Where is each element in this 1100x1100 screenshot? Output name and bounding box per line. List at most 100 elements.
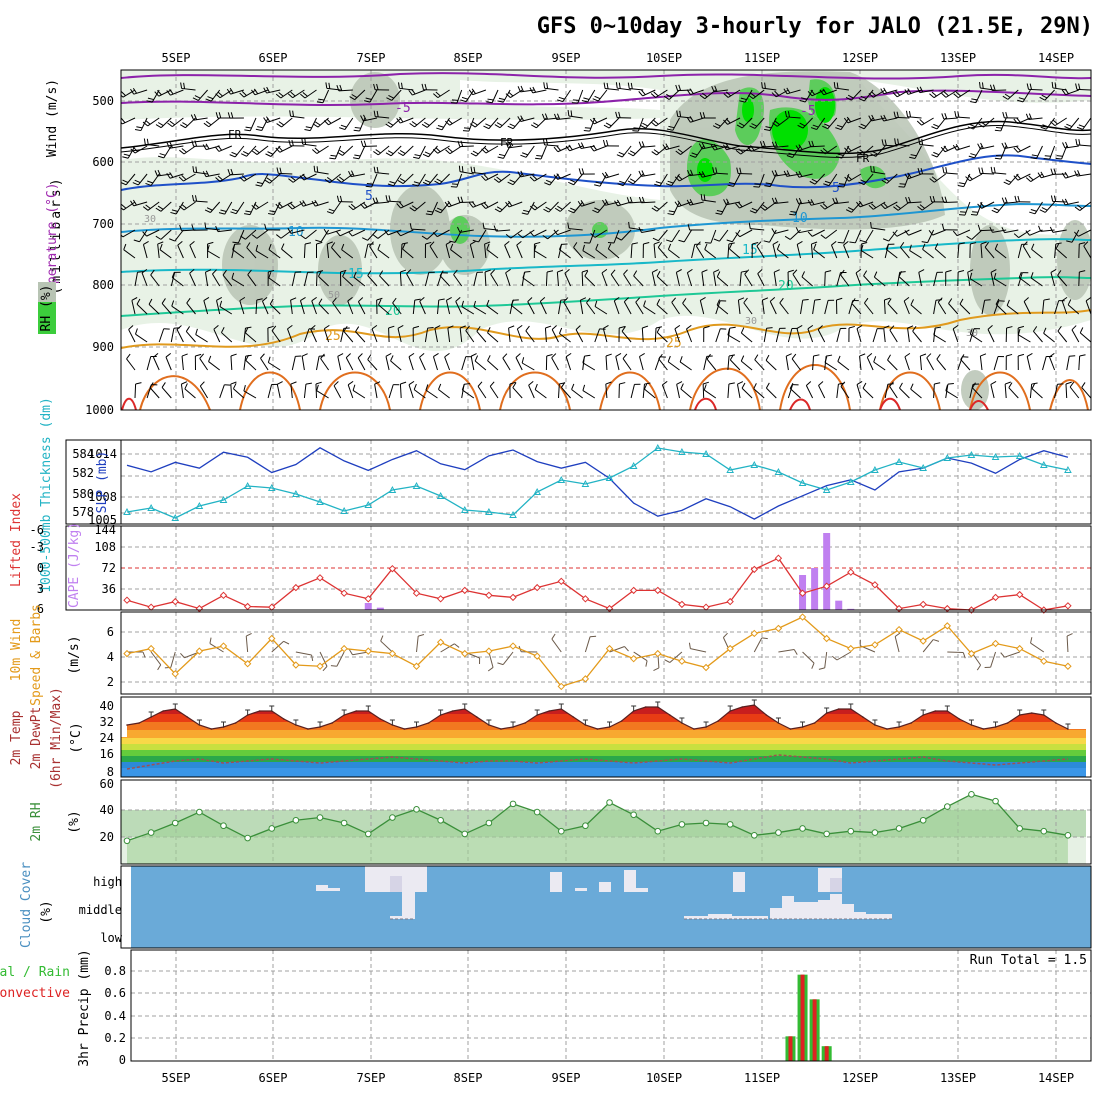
upper-wind-barb-flag bbox=[618, 111, 621, 118]
upper-wind-barb bbox=[456, 89, 463, 104]
thickness-point bbox=[605, 473, 614, 481]
upper-wind-barb-flag bbox=[704, 242, 711, 244]
upper-wind-barb-flag bbox=[741, 270, 748, 273]
upper-wind-barb-flag bbox=[458, 165, 461, 172]
upper-wind-barb bbox=[233, 388, 245, 399]
upper-wind-barb bbox=[851, 89, 862, 101]
upper-wind-barb-flag bbox=[601, 172, 607, 179]
upper-wind-barb-flag bbox=[774, 141, 778, 148]
upper-wind-barb-flag bbox=[1016, 146, 1021, 152]
upper-wind-barb bbox=[462, 389, 475, 399]
temperature-point bbox=[307, 728, 309, 730]
upper-wind-barb bbox=[1076, 144, 1091, 147]
upper-wind-barb-flag bbox=[301, 353, 308, 357]
upper-wind-barb-flag bbox=[690, 169, 694, 176]
upper-wind-barb bbox=[245, 229, 257, 240]
upper-wind-barb-flag bbox=[371, 324, 378, 330]
upper-wind-barb bbox=[505, 272, 511, 287]
upper-wind-barb-flag bbox=[810, 199, 815, 205]
upper-wind-barb-flag bbox=[1016, 117, 1021, 123]
upper-wind-barb-flag bbox=[880, 88, 885, 95]
upper-wind-barb bbox=[419, 357, 426, 371]
upper-wind-barb-flag bbox=[737, 381, 744, 385]
upper-wind-barb bbox=[813, 249, 826, 259]
upper-wind-barb bbox=[388, 327, 390, 343]
pressure-tick: 700 bbox=[92, 217, 114, 231]
upper-wind-barb bbox=[753, 388, 765, 399]
upper-wind-barb-flag bbox=[754, 354, 759, 360]
upper-wind-barb-flag bbox=[568, 209, 575, 214]
rh2m-point bbox=[678, 821, 686, 828]
upper-wind-barb-flag bbox=[385, 152, 392, 157]
upper-wind-barb-flag bbox=[473, 166, 476, 173]
thickness-line bbox=[126, 447, 1069, 519]
temperature-point bbox=[717, 720, 719, 722]
upper-wind-barb bbox=[1082, 117, 1091, 130]
upper-wind-barb-flag bbox=[525, 325, 530, 332]
upper-wind-barb bbox=[185, 331, 196, 343]
upper-wind-barb bbox=[243, 89, 257, 98]
upper-wind-barb-flag bbox=[941, 223, 945, 230]
upper-wind-barb bbox=[316, 145, 329, 154]
upper-wind-barb bbox=[142, 244, 148, 259]
upper-wind-barb-flag bbox=[820, 234, 826, 239]
upper-wind-barb-flag bbox=[289, 110, 292, 117]
upper-wind-barb-flag bbox=[667, 355, 671, 362]
upper-wind-barb-flag bbox=[675, 84, 679, 91]
upper-wind-barb bbox=[584, 275, 596, 287]
thickness-point bbox=[267, 483, 276, 491]
upper-wind-barb-flag bbox=[1017, 328, 1021, 335]
upper-wind-barb-flag bbox=[145, 119, 151, 125]
upper-wind-barb-flag bbox=[807, 90, 813, 97]
upper-wind-barb bbox=[1064, 201, 1079, 206]
upper-wind-barb-flag bbox=[471, 88, 476, 94]
thickness-tick: 578 bbox=[72, 505, 94, 519]
wind10m-speed-point bbox=[605, 644, 614, 653]
upper-wind-barb-flag bbox=[990, 381, 997, 385]
upper-wind-barb bbox=[847, 117, 862, 124]
upper-wind-barb-flag bbox=[995, 154, 1003, 157]
upper-frame bbox=[120, 69, 1092, 411]
upper-wind-barb-flag bbox=[571, 383, 575, 390]
slp-frame bbox=[65, 439, 1092, 525]
upper-wind-barb-flag bbox=[194, 140, 198, 147]
upper-wind-barb-flag bbox=[507, 181, 514, 186]
upper-wind-barb-flag bbox=[885, 243, 890, 250]
upper-wind-barb-flag bbox=[1081, 382, 1086, 388]
upper-wind-barb bbox=[1078, 271, 1080, 287]
upper-wind-barb-flag bbox=[870, 221, 872, 229]
upper-wind-barb-flag bbox=[978, 81, 981, 89]
upper-wind-barb-flag bbox=[505, 268, 511, 274]
upper-wind-barb bbox=[1055, 248, 1068, 259]
upper-wind-barb-flag bbox=[583, 242, 590, 244]
rh2m-point bbox=[654, 827, 662, 835]
rh2m-point bbox=[171, 819, 179, 827]
upper-wind-barb-flag bbox=[1029, 211, 1036, 215]
upper-wind-barb-flag bbox=[437, 125, 444, 128]
wind10m-speed-point bbox=[340, 644, 348, 653]
contour-label: -5 bbox=[800, 104, 816, 119]
upper-wind-barb-flag bbox=[529, 176, 535, 182]
upper-wind-barb bbox=[189, 273, 196, 287]
upper-wind-barb-flag bbox=[795, 171, 800, 178]
wind10m-barb-flag bbox=[645, 660, 648, 667]
upper-wind-barb bbox=[247, 274, 257, 287]
cloud-label: Cloud Cover bbox=[19, 862, 34, 948]
upper-wind-barb-flag bbox=[494, 208, 501, 213]
upper-wind-barb bbox=[437, 300, 440, 315]
upper-wind-barb-flag bbox=[944, 113, 948, 120]
upper-wind-barb-flag bbox=[941, 113, 945, 120]
upper-wind-barb bbox=[713, 272, 717, 287]
upper-wind-barb bbox=[193, 171, 208, 175]
upper-wind-barb bbox=[333, 385, 342, 399]
upper-wind-barb-flag bbox=[575, 325, 581, 331]
temperature-point bbox=[837, 708, 840, 710]
upper-wind-barb-flag bbox=[447, 325, 454, 329]
upper-wind-barb-flag bbox=[1074, 206, 1081, 211]
upper-wind-barb bbox=[414, 201, 426, 212]
wind10m-speed-point bbox=[919, 637, 927, 645]
upper-wind-barb-flag bbox=[1037, 172, 1042, 179]
upper-wind-barb-flag bbox=[141, 268, 148, 274]
upper-wind-barb bbox=[504, 244, 511, 259]
rh2m-point bbox=[1064, 832, 1072, 839]
